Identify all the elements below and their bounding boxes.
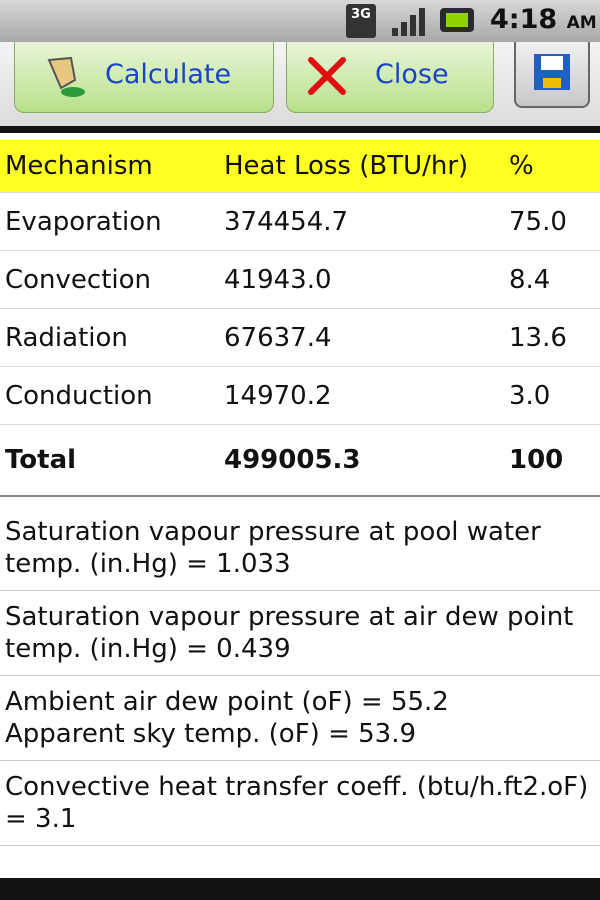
clock: 4:18 AM	[490, 4, 597, 35]
info-list: Saturation vapour pressure at pool water…	[0, 506, 600, 846]
table-cell: 13.6	[504, 308, 600, 367]
total-row: Total 499005.3 100	[0, 424, 600, 497]
header-cell: %	[504, 140, 600, 193]
network-indicator: 3G	[346, 4, 376, 38]
info-line: Saturation vapour pressure at air dew po…	[5, 602, 574, 664]
table-row: Convection 41943.0 8.4	[0, 250, 600, 309]
signal-icon	[392, 8, 425, 36]
table-cell: Evaporation	[0, 192, 219, 251]
info-block: Saturation vapour pressure at pool water…	[0, 506, 600, 591]
table-cell: 8.4	[504, 250, 600, 309]
close-icon	[308, 57, 346, 95]
table-cell: 41943.0	[219, 250, 504, 309]
save-icon	[534, 54, 570, 90]
info-block: Ambient air dew point (oF) = 55.2 Apparen…	[0, 676, 600, 761]
table-cell: 75.0	[504, 192, 600, 251]
calculate-button[interactable]: Calculate	[14, 42, 274, 113]
table-cell: 3.0	[504, 366, 600, 425]
meridiem: AM	[566, 13, 597, 33]
total-cell: Total	[0, 424, 219, 497]
close-button[interactable]: Close	[286, 42, 494, 113]
header-cell: Heat Loss (BTU/hr)	[219, 140, 504, 193]
total-cell: 100	[504, 424, 600, 497]
calculate-icon	[47, 56, 85, 97]
table-cell: 14970.2	[219, 366, 504, 425]
bottom-bar	[0, 878, 600, 900]
info-line: Apparent sky temp. (oF) = 53.9	[5, 719, 417, 749]
info-line: Ambient air dew point (oF) = 55.2	[5, 687, 449, 717]
info-block: Convective heat transfer coeff. (btu/h.f…	[0, 761, 600, 846]
table-cell: Conduction	[0, 366, 219, 425]
table-row: Evaporation 374454.7 75.0	[0, 192, 600, 251]
toolbar: Calculate Close	[0, 42, 600, 133]
header-cell: Mechanism	[0, 140, 219, 193]
total-cell: 499005.3	[219, 424, 504, 497]
info-block: Saturation vapour pressure at air dew po…	[0, 591, 600, 676]
button-label: Close	[375, 59, 449, 90]
battery-icon	[440, 8, 474, 32]
info-line: Saturation vapour pressure at pool water…	[5, 517, 541, 579]
status-bar: 3G 4:18 AM	[0, 0, 600, 42]
table-row: Radiation 67637.4 13.6	[0, 308, 600, 367]
header-row: Mechanism Heat Loss (BTU/hr) %	[0, 140, 600, 193]
save-button[interactable]	[514, 42, 590, 108]
table-cell: 67637.4	[219, 308, 504, 367]
heat-loss-table: Mechanism Heat Loss (BTU/hr) % Evaporati…	[0, 140, 600, 497]
button-label: Calculate	[105, 59, 232, 90]
table-cell: Convection	[0, 250, 219, 309]
table-row: Conduction 14970.2 3.0	[0, 366, 600, 425]
table-cell: Radiation	[0, 308, 219, 367]
info-line: Convective heat transfer coeff. (btu/h.f…	[5, 772, 589, 834]
time: 4:18	[490, 4, 558, 35]
table-cell: 374454.7	[219, 192, 504, 251]
